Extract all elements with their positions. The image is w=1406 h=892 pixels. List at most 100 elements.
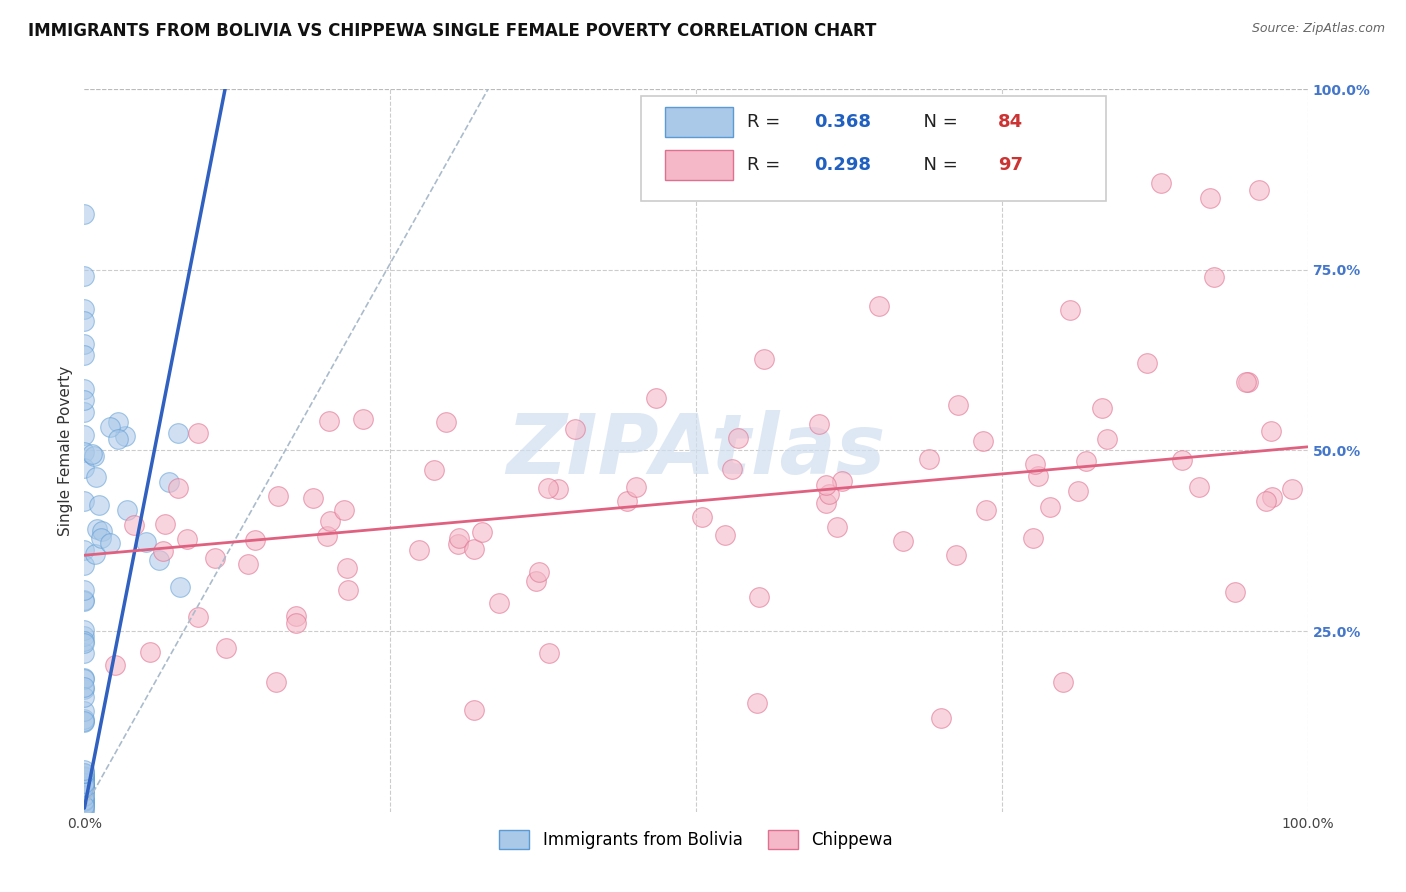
Point xyxy=(1202,270,1225,285)
Point xyxy=(284,609,307,624)
Point xyxy=(73,778,96,792)
Point xyxy=(73,778,96,792)
Point xyxy=(1260,490,1282,504)
Point xyxy=(73,784,96,798)
Text: R =: R = xyxy=(748,156,786,174)
Point xyxy=(115,503,138,517)
Point xyxy=(644,391,666,405)
Point xyxy=(318,413,340,427)
Point xyxy=(1076,176,1098,190)
Point xyxy=(1039,500,1062,515)
Point xyxy=(946,398,969,412)
Point xyxy=(236,557,259,571)
Point xyxy=(1024,457,1046,471)
Point xyxy=(73,793,96,807)
Point xyxy=(1076,454,1098,468)
Point xyxy=(1150,176,1173,190)
Text: N =: N = xyxy=(912,156,965,174)
Point xyxy=(73,781,96,796)
Point xyxy=(73,646,96,660)
Point xyxy=(73,671,96,685)
Point xyxy=(73,788,96,802)
Point xyxy=(73,592,96,607)
Point xyxy=(73,543,96,558)
Point xyxy=(122,517,145,532)
Point xyxy=(972,434,994,449)
Point xyxy=(918,452,941,467)
Point xyxy=(891,533,914,548)
Point xyxy=(537,481,560,495)
Point xyxy=(73,594,96,608)
Point xyxy=(73,461,96,475)
Point xyxy=(157,475,180,489)
Point xyxy=(73,805,96,819)
Point xyxy=(153,517,176,532)
Point xyxy=(73,766,96,780)
Point xyxy=(488,596,510,610)
Point xyxy=(73,778,96,792)
Point xyxy=(73,427,96,442)
Text: 0.368: 0.368 xyxy=(814,112,872,131)
Point xyxy=(315,529,337,543)
Point xyxy=(73,494,96,508)
Point xyxy=(747,696,769,710)
Point xyxy=(73,770,96,784)
Point xyxy=(267,489,290,503)
Point xyxy=(84,547,107,561)
Point xyxy=(336,561,359,575)
Point xyxy=(73,779,96,793)
Point xyxy=(73,765,96,780)
Point xyxy=(616,494,638,508)
Point xyxy=(815,496,838,510)
Point xyxy=(73,404,96,418)
Point xyxy=(169,580,191,594)
Point xyxy=(471,524,494,539)
Point xyxy=(73,349,96,363)
Point xyxy=(527,565,550,579)
Point xyxy=(727,431,749,445)
Point xyxy=(1059,302,1081,317)
Point xyxy=(564,422,586,436)
Point xyxy=(176,532,198,546)
Point xyxy=(1234,376,1257,390)
Point xyxy=(538,646,561,660)
Legend: Immigrants from Bolivia, Chippewa: Immigrants from Bolivia, Chippewa xyxy=(491,822,901,857)
Point xyxy=(966,147,988,161)
Point xyxy=(1260,425,1282,439)
Point xyxy=(73,770,96,784)
Point xyxy=(73,789,96,803)
Point xyxy=(818,487,841,501)
Point xyxy=(807,417,830,431)
Text: R =: R = xyxy=(748,112,786,131)
Point xyxy=(945,548,967,562)
Point xyxy=(1067,483,1090,498)
Point xyxy=(1247,183,1270,197)
Point xyxy=(831,475,853,489)
Point xyxy=(1026,469,1049,483)
Point xyxy=(929,711,952,725)
Point xyxy=(73,337,96,351)
Point xyxy=(1022,531,1045,545)
Point xyxy=(73,636,96,650)
Point xyxy=(1091,401,1114,415)
Point xyxy=(463,542,485,557)
Point xyxy=(814,478,837,492)
Point xyxy=(73,681,96,696)
Point xyxy=(91,524,114,538)
Point xyxy=(86,470,108,484)
Point xyxy=(73,781,96,796)
Point xyxy=(73,794,96,808)
Point xyxy=(215,641,238,656)
Point xyxy=(73,763,96,777)
Text: IMMIGRANTS FROM BOLIVIA VS CHIPPEWA SINGLE FEMALE POVERTY CORRELATION CHART: IMMIGRANTS FROM BOLIVIA VS CHIPPEWA SING… xyxy=(28,22,876,40)
Point xyxy=(1223,585,1246,599)
Point xyxy=(73,314,96,328)
Point xyxy=(974,503,997,517)
Point xyxy=(243,533,266,547)
Point xyxy=(1095,432,1118,446)
Point xyxy=(73,783,96,797)
Point xyxy=(447,537,470,551)
Point xyxy=(73,634,96,648)
Point xyxy=(98,420,121,434)
Point xyxy=(1237,375,1260,389)
